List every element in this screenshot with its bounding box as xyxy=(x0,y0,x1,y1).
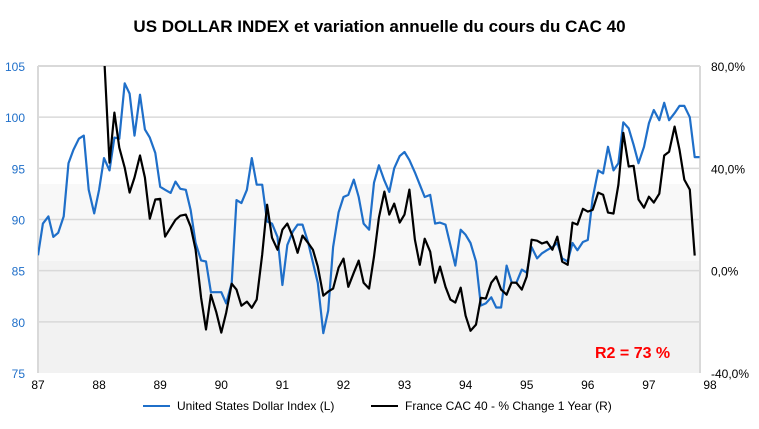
x-tick-label: 95 xyxy=(520,378,534,392)
legend-label-cac: France CAC 40 - % Change 1 Year (R) xyxy=(405,399,612,413)
x-tick-label: 91 xyxy=(276,378,290,392)
y-left-tick-label: 90 xyxy=(12,214,26,228)
legend-swatch-blue xyxy=(143,405,170,407)
y-left-tick-label: 105 xyxy=(5,60,25,74)
series-line-cac40-change xyxy=(103,66,696,334)
legend-item-cac: France CAC 40 - % Change 1 Year (R) xyxy=(371,399,612,413)
y-left-tick-label: 80 xyxy=(12,316,26,330)
y-left-tick-label: 100 xyxy=(5,111,25,125)
x-tick-label: 88 xyxy=(92,378,106,392)
y-left-tick-label: 75 xyxy=(12,367,26,381)
y-right-tick-label: 80,0% xyxy=(711,60,745,74)
plot-band-top xyxy=(38,66,700,184)
y-right-tick-label: 0,0% xyxy=(711,265,739,279)
y-right-tick-label: 40,0% xyxy=(711,162,745,176)
legend-label-usd: United States Dollar Index (L) xyxy=(177,399,335,413)
legend-swatch-black xyxy=(371,405,398,407)
x-tick-label: 92 xyxy=(337,378,351,392)
x-tick-label: 96 xyxy=(581,378,595,392)
x-tick-label: 98 xyxy=(703,378,717,392)
x-tick-label: 97 xyxy=(642,378,656,392)
x-tick-label: 87 xyxy=(31,378,45,392)
series-line-usd-index xyxy=(38,82,700,335)
y-left-tick-label: 85 xyxy=(12,265,26,279)
x-tick-label: 94 xyxy=(459,378,473,392)
r2-annotation: R2 = 73 % xyxy=(595,345,671,362)
legend-item-usd: United States Dollar Index (L) xyxy=(143,399,334,413)
plot-band-low xyxy=(38,261,700,373)
y-right-tick-label: -40,0% xyxy=(711,367,749,381)
x-tick-label: 90 xyxy=(215,378,229,392)
x-tick-label: 89 xyxy=(154,378,168,392)
x-tick-label: 93 xyxy=(398,378,412,392)
chart-title: US DOLLAR INDEX et variation annuelle du… xyxy=(133,17,626,36)
y-left-tick-label: 95 xyxy=(12,162,26,176)
